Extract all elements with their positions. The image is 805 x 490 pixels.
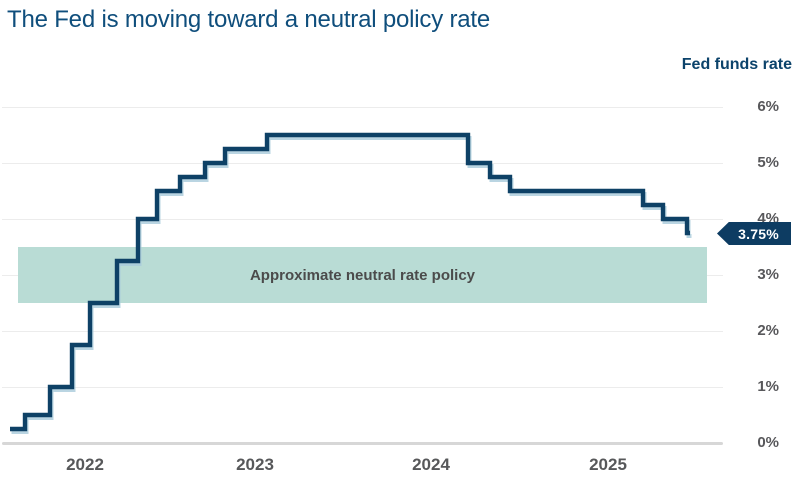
gridline [2, 107, 723, 108]
gridline [2, 163, 723, 164]
y-axis-label: 3% [757, 266, 779, 283]
x-axis-label: 2025 [589, 455, 627, 474]
current-rate-label: 3.75% [738, 225, 779, 242]
current-rate-badge: 3.75% [717, 222, 791, 245]
gridline [2, 387, 723, 388]
y-axis-label: 0% [757, 434, 779, 451]
y-axis-label: 5% [757, 154, 779, 171]
y-axis-label: 6% [757, 98, 779, 115]
neutral-band-label: Approximate neutral rate policy [249, 266, 476, 284]
chart-title: The Fed is moving toward a neutral polic… [7, 6, 491, 33]
gridline [2, 331, 723, 332]
x-axis-baseline [2, 442, 723, 445]
gridline [2, 219, 723, 220]
x-axis-label: 2022 [66, 455, 104, 474]
x-axis-label: 2023 [236, 455, 274, 474]
neutral-band: Approximate neutral rate policy [18, 247, 707, 303]
x-axis-label: 2024 [412, 455, 450, 474]
series-label: Fed funds rate [681, 56, 792, 73]
y-axis-label: 2% [757, 322, 779, 339]
y-axis-label: 1% [757, 378, 779, 395]
